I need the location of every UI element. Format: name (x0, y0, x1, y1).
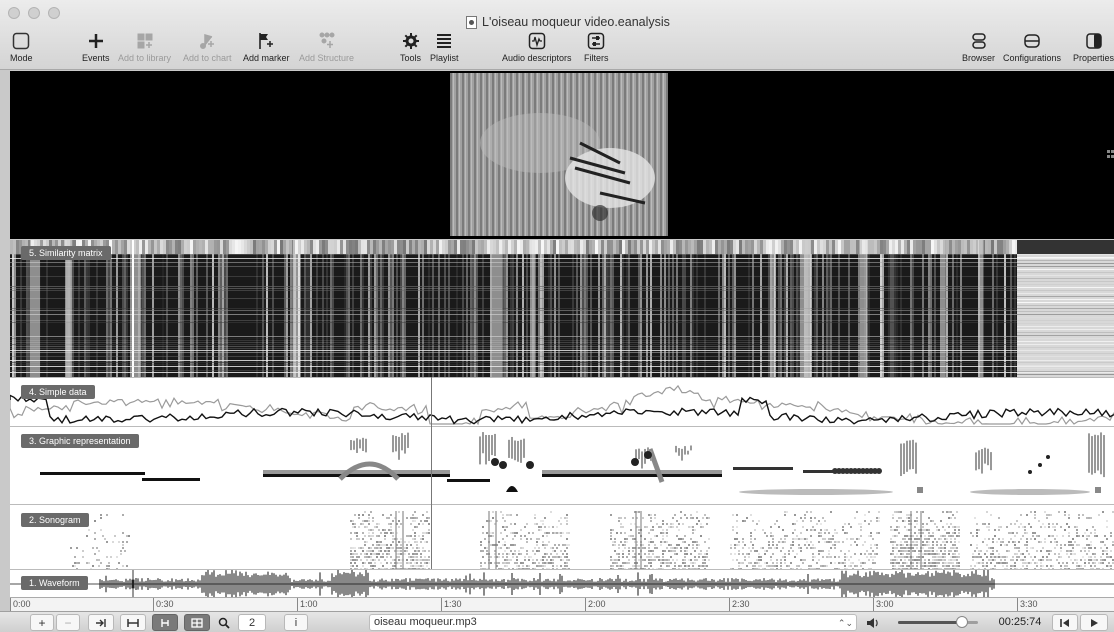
bottom-bar: + − 2 i oiseau moqueur.mp3 ⌃⌄ 00:25:74 (0, 611, 1114, 632)
time-ruler[interactable]: 0:00 0:30 1:00 1:30 2:00 2:30 3:00 3:30 (10, 597, 1114, 612)
magnet-toggle-button[interactable] (184, 614, 210, 631)
select-stepper-icon: ⌃⌄ (837, 618, 853, 628)
add-structure-button[interactable]: Add Structure (299, 30, 354, 63)
browser-button[interactable]: Browser (962, 30, 995, 63)
fit-width-button[interactable] (120, 614, 146, 631)
window-toolbar: L'oiseau moqueur video.eanalysis Mode Ev… (0, 0, 1114, 70)
sonogram-label: 2. Sonogram (21, 513, 89, 527)
snap-icon (161, 618, 169, 627)
zoom-window-button[interactable] (48, 7, 60, 19)
video-player[interactable] (10, 71, 1114, 239)
ruler-tick: 0:00 (10, 598, 31, 612)
mode-icon (13, 32, 30, 50)
graphic-representation-track[interactable]: 3. Graphic representation (10, 426, 1114, 504)
waveform (10, 570, 1114, 597)
events-button[interactable]: Events (82, 30, 110, 63)
ruler-tick: 1:30 (441, 598, 462, 612)
volume-knob[interactable] (956, 616, 968, 628)
filters-icon (588, 32, 605, 50)
browser-icon (971, 33, 986, 49)
audio-file-select[interactable]: oiseau moqueur.mp3 ⌃⌄ (369, 614, 857, 631)
zoom-in-button[interactable]: + (30, 614, 54, 631)
flag-icon (259, 33, 274, 49)
simple-data-label: 4. Simple data (21, 385, 95, 399)
zoom-out-button[interactable]: − (56, 614, 80, 631)
speaker-icon[interactable] (864, 614, 882, 631)
filters-button[interactable]: Filters (584, 30, 609, 63)
play-icon (1091, 618, 1098, 627)
playhead-cursor[interactable] (431, 377, 432, 569)
grid-snap-icon (191, 617, 203, 628)
graphic-representation-label: 3. Graphic representation (21, 434, 139, 448)
library-grid-icon (137, 33, 153, 49)
info-button[interactable]: i (284, 614, 308, 631)
go-to-start-button[interactable] (1052, 614, 1078, 631)
ruler-tick: 3:00 (873, 598, 894, 612)
ruler-tick: 1:00 (297, 598, 318, 612)
graphic-representation (40, 432, 1105, 495)
zoom-level-field[interactable]: 2 (238, 614, 266, 631)
simple-data-track[interactable]: 4. Simple data (10, 377, 1114, 426)
properties-button[interactable]: Properties (1073, 30, 1114, 63)
structure-icon (319, 32, 335, 48)
sonogram-track[interactable]: 2. Sonogram (10, 504, 1114, 569)
similarity-matrix-label: 5. Similarity matrix (21, 246, 111, 260)
waveform-label: 1. Waveform (21, 576, 88, 590)
volume-fill (898, 621, 962, 624)
skip-back-icon (1060, 618, 1069, 627)
similarity-matrix (10, 240, 1114, 377)
magnifier-icon[interactable] (217, 614, 231, 631)
list-icon (437, 34, 452, 48)
ruler-tick: 0:30 (153, 598, 174, 612)
chart-note-icon (200, 34, 215, 49)
waveform-track[interactable]: 1. Waveform (10, 569, 1114, 597)
time-display: 00:25:74 (998, 616, 1042, 628)
snap-toggle-button[interactable] (152, 614, 178, 631)
plus-icon (88, 34, 103, 48)
play-button[interactable] (1080, 614, 1108, 631)
add-marker-button[interactable]: Add marker (243, 30, 290, 63)
properties-panel-icon (1085, 33, 1102, 49)
add-to-library-button[interactable]: Add to library (118, 30, 171, 63)
add-to-chart-button[interactable]: Add to chart (183, 30, 232, 63)
similarity-matrix-track[interactable]: 5. Similarity matrix (10, 240, 1114, 377)
simple-data-plot (10, 384, 1114, 426)
grid-icon[interactable] (1106, 149, 1114, 161)
ruler-tick: 2:00 (585, 598, 606, 612)
tools-button[interactable]: Tools (400, 30, 421, 63)
fit-width-icon (127, 618, 139, 627)
configurations-icon (1024, 34, 1040, 48)
mode-button[interactable]: Mode (10, 30, 33, 63)
video-frame (450, 73, 668, 236)
window-title: L'oiseau moqueur video.eanalysis (466, 14, 670, 30)
minimize-window-button[interactable] (28, 7, 40, 19)
sonogram (70, 511, 1114, 569)
ruler-tick: 2:30 (729, 598, 750, 612)
playlist-button[interactable]: Playlist (430, 30, 459, 63)
ruler-tick: 3:30 (1017, 598, 1038, 612)
volume-slider[interactable] (898, 616, 978, 628)
gear-icon (402, 33, 419, 49)
arrow-to-line-icon (96, 618, 106, 627)
waveform-box-icon (528, 32, 546, 50)
document-icon (466, 15, 477, 29)
configurations-button[interactable]: Configurations (1003, 30, 1061, 63)
audio-descriptors-button[interactable]: Audio descriptors (502, 30, 572, 63)
fit-to-cursor-button[interactable] (88, 614, 114, 631)
close-window-button[interactable] (8, 7, 20, 19)
